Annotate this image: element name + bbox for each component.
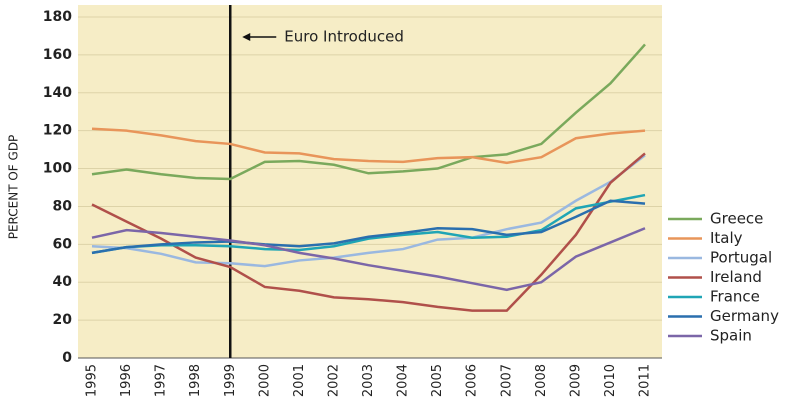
- x-tick-label: 2007: [499, 364, 514, 397]
- x-tick-label: 1999: [223, 364, 238, 397]
- x-tick-label: 2009: [568, 364, 583, 397]
- y-tick-label: 20: [53, 312, 73, 328]
- annotation-arrowhead: [242, 33, 251, 41]
- series-line: [91, 199, 646, 255]
- y-tick-label: 180: [43, 9, 72, 25]
- annotation: Euro Introduced: [284, 28, 404, 46]
- legend-label: France: [710, 288, 760, 306]
- x-tick-label: 2011: [638, 364, 653, 397]
- x-tick-label: 2001: [292, 364, 307, 397]
- plot-background: [78, 5, 662, 358]
- x-tick-label: 2005: [430, 364, 445, 397]
- legend-label: Greece: [710, 210, 763, 228]
- series-line: [91, 154, 646, 268]
- y-tick-label: 120: [43, 123, 72, 139]
- series-line: [91, 127, 646, 165]
- legend-label: Portugal: [710, 249, 772, 267]
- x-tick-label: 2004: [396, 364, 411, 397]
- legend-label: Germany: [710, 307, 779, 325]
- x-tick-label: 2006: [465, 364, 480, 397]
- y-tick-label: 40: [53, 274, 73, 290]
- y-tick-label: 80: [53, 198, 73, 214]
- y-tick-label: 60: [53, 236, 73, 252]
- y-tick-label: 0: [62, 350, 72, 366]
- y-tick-label: 160: [43, 47, 72, 63]
- y-tick-label: 100: [43, 161, 72, 177]
- x-tick-label: 1996: [119, 364, 134, 397]
- y-tick-label: 140: [43, 85, 72, 101]
- series-line: [91, 227, 646, 292]
- x-tick-label: 2010: [603, 364, 618, 397]
- x-tick-label: 2003: [361, 364, 376, 397]
- series-line: [91, 43, 646, 181]
- legend-label: Ireland: [710, 268, 762, 286]
- x-tick-label: 2002: [326, 364, 341, 397]
- x-tick-label: 2000: [257, 364, 272, 397]
- legend-label: Italy: [710, 229, 743, 247]
- x-tick-label: 1997: [154, 364, 169, 397]
- y-axis-label: PERCENT OF GDP: [7, 135, 21, 240]
- x-tick-label: 1995: [85, 364, 100, 397]
- series-line: [91, 152, 646, 312]
- x-tick-label: 2008: [534, 364, 549, 397]
- legend-label: Spain: [710, 327, 752, 345]
- series-line: [91, 193, 646, 255]
- x-tick-label: 1998: [188, 364, 203, 397]
